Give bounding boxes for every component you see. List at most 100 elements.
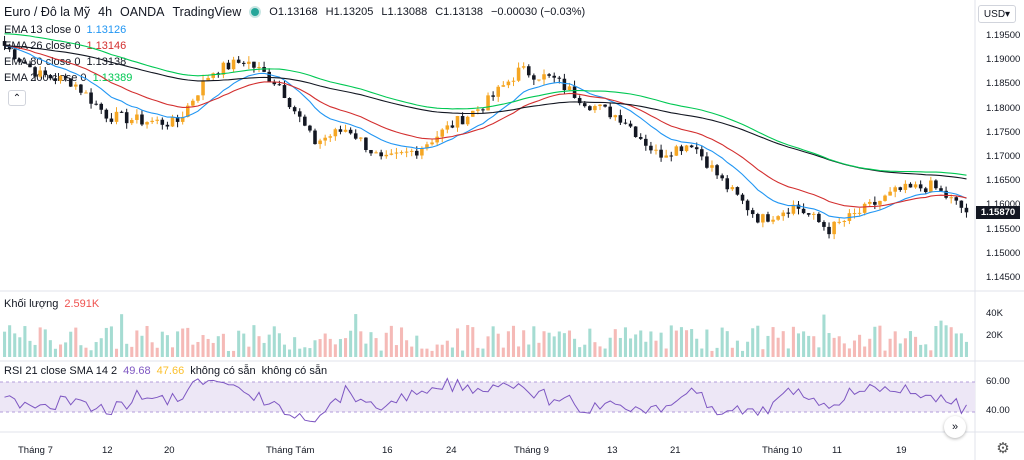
volume-bar [328, 338, 332, 357]
volume-bar [476, 347, 480, 357]
volume-bar [338, 339, 342, 357]
candle-body [38, 70, 42, 77]
volume-bar [527, 344, 531, 357]
settings-gear-icon[interactable]: ⚙ [996, 440, 1010, 457]
candle-body [241, 62, 246, 64]
volume-bar [567, 330, 572, 357]
candle-body [374, 152, 378, 154]
candle-body [328, 136, 333, 138]
volume-bar [23, 326, 27, 357]
volume-bar [924, 344, 928, 357]
price-tick: 1.19500 [986, 30, 1021, 42]
volume-bar [817, 347, 821, 357]
candle-body [277, 84, 282, 86]
candle-body [613, 115, 618, 118]
volume-bar [405, 340, 409, 357]
volume-bar [791, 326, 795, 357]
rsi-value2: 47.66 [156, 365, 185, 377]
candle-body [705, 156, 709, 168]
price-tick: 1.17000 [986, 151, 1021, 162]
rsi-legend[interactable]: RSI 21 close SMA 14 2 49.68 47.66 không có … [4, 365, 327, 377]
candle-body [343, 129, 348, 132]
candle-body [140, 114, 144, 125]
candle-body [862, 203, 867, 213]
ohlc-high: H1.13205 [325, 6, 374, 18]
time-tick: Tháng Tám [266, 445, 315, 456]
candle-body [582, 103, 587, 107]
candle-body [766, 214, 770, 222]
ema13-legend[interactable]: EMA 13 close 0 1.13126 [4, 24, 126, 36]
volume-bar [318, 339, 322, 357]
candle-body [837, 221, 841, 223]
candle-body [491, 95, 495, 97]
volume-bar [466, 325, 470, 357]
candle-body [394, 152, 399, 154]
candle-body [801, 208, 806, 214]
volume-bar [725, 331, 729, 357]
volume-bar [929, 350, 933, 357]
volume-bar [598, 346, 602, 357]
candle-body [669, 155, 674, 157]
volume-bar [379, 350, 383, 357]
volume-legend[interactable]: Khối lượng 2.591K [4, 298, 99, 310]
volume-bar [756, 325, 760, 357]
candle-body [842, 220, 847, 222]
candle-body [679, 146, 684, 152]
time-tick: 20 [164, 445, 175, 456]
price-tick: 1.15000 [986, 247, 1021, 259]
provider-label: TradingView [172, 5, 242, 19]
volume-bar [242, 333, 246, 357]
time-tick: 12 [102, 445, 113, 456]
collapse-legend-button[interactable]: ⌃ [8, 90, 26, 106]
volume-bar [415, 335, 419, 357]
candle-body [720, 175, 724, 179]
candle-body [526, 66, 531, 76]
volume-bar [629, 338, 633, 357]
ema80-legend[interactable]: EMA 80 close 0 1.13138 [4, 56, 126, 68]
candle-body [201, 80, 205, 96]
candle-body [725, 178, 730, 190]
candle-body [23, 61, 27, 64]
volume-bar [746, 341, 750, 357]
candle-body [618, 115, 623, 123]
candle-body [745, 200, 750, 211]
candle-body [832, 221, 836, 235]
volume-bar [858, 334, 862, 357]
candle-body [384, 154, 389, 157]
volume-bar [588, 328, 592, 357]
volume-bar [883, 350, 887, 357]
candle-body [104, 109, 109, 119]
volume-bar [949, 327, 953, 357]
volume-bar [847, 348, 851, 357]
ema80-value: 1.13138 [86, 56, 127, 68]
candle-body [287, 98, 292, 108]
candle-body [939, 188, 943, 191]
volume-bar [435, 344, 439, 357]
candle-body [506, 81, 511, 86]
volume-bar [374, 338, 378, 357]
volume-bar [282, 344, 286, 357]
candle-body [867, 201, 872, 204]
currency-selector[interactable]: USD ▾ [978, 5, 1016, 23]
last-price-label: 1.15870 [976, 206, 1020, 219]
scroll-to-realtime-button[interactable]: » [944, 416, 966, 438]
symbol-name[interactable]: Euro / Đô la Mỹ [4, 5, 91, 19]
volume-bar [135, 330, 139, 357]
candle-body [603, 104, 607, 107]
candle-body [817, 213, 821, 223]
candle-body [873, 201, 877, 205]
candle-body [191, 100, 195, 106]
candle-body [348, 129, 353, 134]
candle-body [353, 133, 358, 139]
candle-body [109, 118, 114, 122]
candle-body [94, 103, 98, 105]
candle-body [811, 213, 816, 215]
candle-body [206, 77, 210, 81]
volume-bar [506, 331, 510, 357]
interval-label[interactable]: 4h [98, 5, 113, 19]
candle-body [58, 75, 63, 81]
volume-bar [344, 338, 348, 357]
candle-body [552, 75, 556, 78]
candle-body [247, 61, 251, 64]
